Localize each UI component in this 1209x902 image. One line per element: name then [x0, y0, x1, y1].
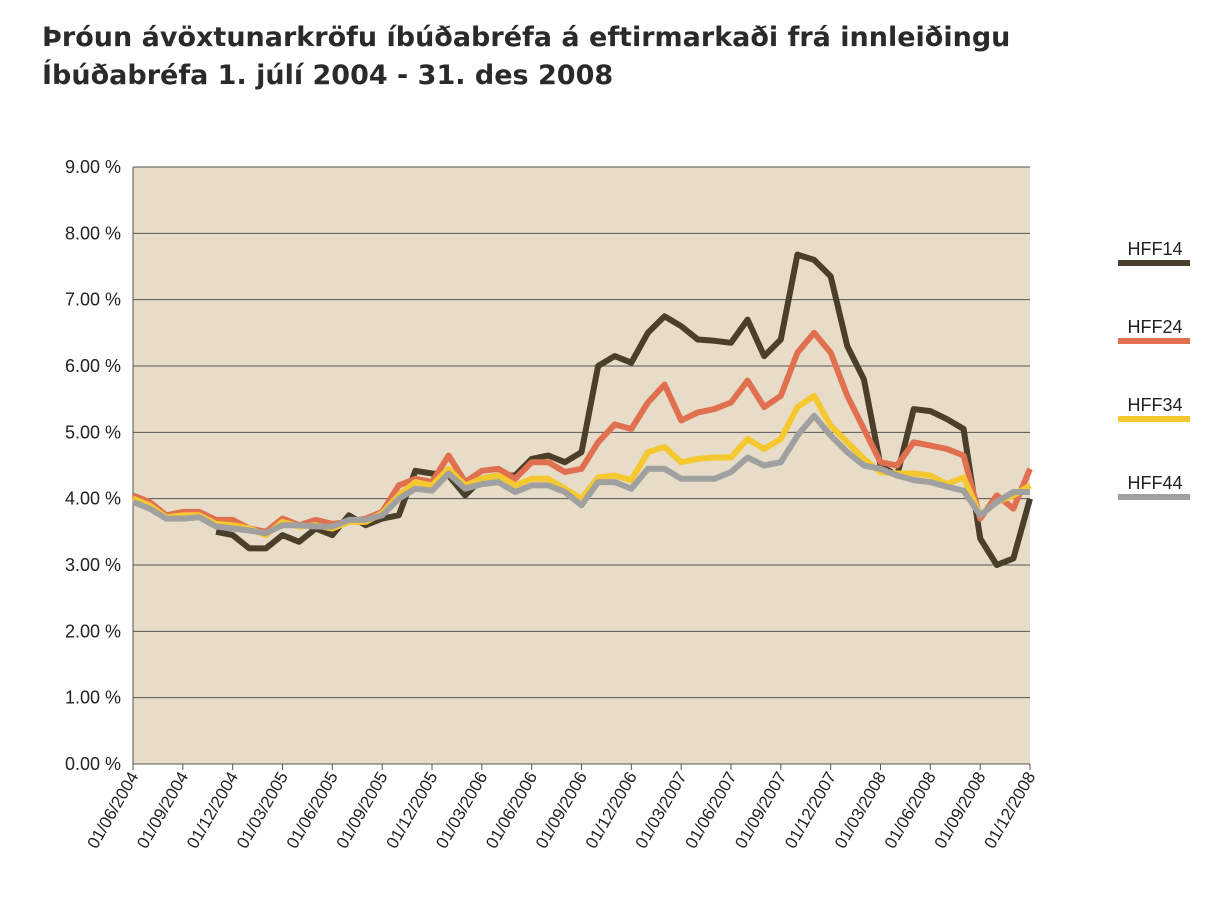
- chart-title: Íbúðabréfa 1. júlí 2004 - 31. des 2008: [42, 59, 613, 91]
- y-tick-label: 9.00 %: [65, 157, 121, 177]
- x-tick-label: 01/12/2007: [781, 769, 840, 852]
- x-tick-label: 01/03/2005: [233, 769, 292, 852]
- legend-label: HFF44: [1127, 473, 1182, 493]
- legend-label: HFF34: [1127, 395, 1182, 415]
- x-tick-label: 01/09/2007: [731, 769, 790, 852]
- x-tick-label: 01/12/2006: [582, 769, 641, 852]
- y-tick-label: 8.00 %: [65, 223, 121, 243]
- x-tick-label: 01/12/2005: [382, 769, 441, 852]
- x-tick-label: 01/09/2006: [532, 769, 591, 852]
- x-tick-label: 01/06/2007: [681, 769, 740, 852]
- x-tick-label: 01/09/2008: [931, 769, 990, 852]
- x-tick-label: 01/03/2007: [632, 769, 691, 852]
- legend-label: HFF14: [1127, 239, 1182, 259]
- chart-title: Þróun ávöxtunarkröfu íbúðabréfa á eftirm…: [42, 22, 1010, 53]
- x-tick-label: 01/09/2005: [333, 769, 392, 852]
- x-tick-label: 01/09/2004: [133, 769, 192, 852]
- x-tick-label: 01/12/2004: [183, 769, 242, 852]
- x-tick-label: 01/06/2008: [881, 769, 940, 852]
- line-series: [131, 392, 1032, 539]
- legend-label: HFF24: [1127, 317, 1182, 337]
- y-tick-label: 0.00 %: [65, 754, 121, 774]
- y-tick-label: 1.00 %: [65, 688, 121, 708]
- y-tick-label: 5.00 %: [65, 422, 121, 442]
- y-tick-label: 2.00 %: [65, 621, 121, 641]
- y-tick-label: 4.00 %: [65, 489, 121, 509]
- x-tick-label: 01/06/2004: [83, 769, 142, 852]
- y-tick-label: 6.00 %: [65, 356, 121, 376]
- line-series: [131, 412, 1030, 537]
- y-tick-label: 3.00 %: [65, 555, 121, 575]
- x-tick-label: 01/12/2008: [980, 769, 1039, 852]
- x-tick-label: 01/03/2006: [432, 769, 491, 852]
- x-tick-label: 01/06/2006: [482, 769, 541, 852]
- x-tick-label: 01/03/2008: [831, 769, 890, 852]
- line-series: [131, 329, 1033, 535]
- x-tick-label: 01/06/2005: [283, 769, 342, 852]
- y-tick-label: 7.00 %: [65, 290, 121, 310]
